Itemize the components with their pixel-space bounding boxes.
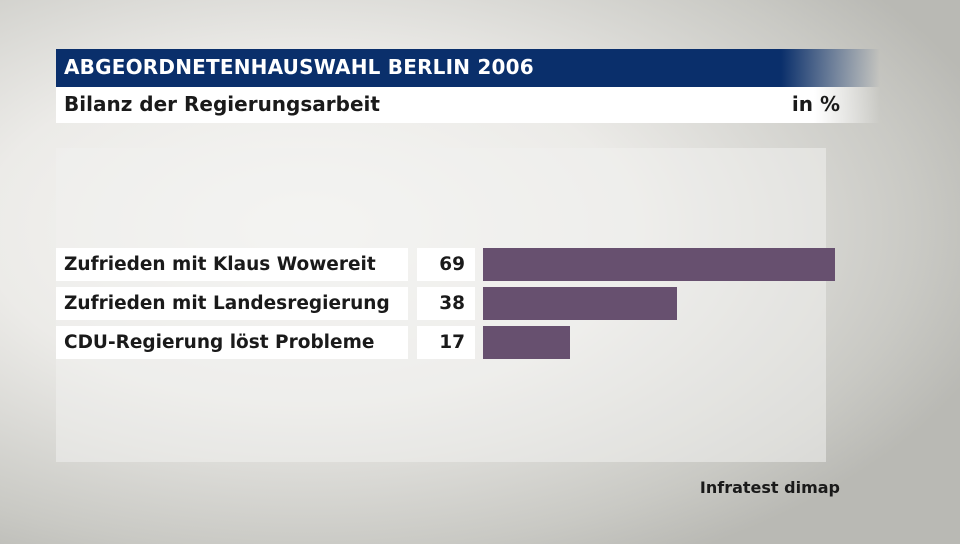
category-label: CDU-Regierung löst Probleme xyxy=(56,326,408,359)
category-label: Zufrieden mit Landesregierung xyxy=(56,287,408,320)
source-label: Infratest dimap xyxy=(699,478,840,497)
unit-label: in % xyxy=(791,92,840,116)
bar xyxy=(483,326,570,359)
chart-title: ABGEORDNETENHAUSWAHL BERLIN 2006 xyxy=(64,55,534,79)
bar xyxy=(483,248,835,281)
chart-subtitle: Bilanz der Regierungsarbeit xyxy=(64,92,380,116)
chart-header: ABGEORDNETENHAUSWAHL BERLIN 2006 xyxy=(56,49,880,87)
value-label: 69 xyxy=(417,248,475,281)
value-label: 38 xyxy=(417,287,475,320)
value-label: 17 xyxy=(417,326,475,359)
chart-subheader: Bilanz der Regierungsarbeit in % xyxy=(56,87,880,123)
category-label: Zufrieden mit Klaus Wowereit xyxy=(56,248,408,281)
bar xyxy=(483,287,677,320)
